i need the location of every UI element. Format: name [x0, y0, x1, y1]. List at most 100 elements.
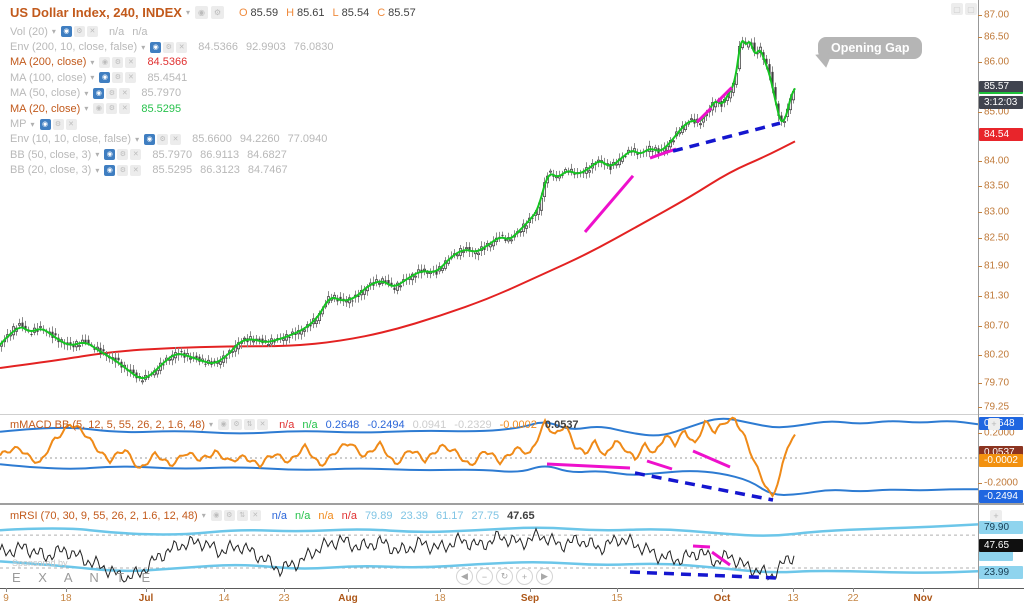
chevron-down-icon[interactable]: ▾: [135, 134, 140, 144]
indicator-label[interactable]: BB (20, close, 3): [10, 164, 92, 177]
pane-separator[interactable]: [0, 414, 1024, 415]
visibility-toggle-button[interactable]: ◉: [104, 149, 116, 161]
chevron-down-icon[interactable]: ▾: [95, 150, 100, 160]
visibility-toggle-button[interactable]: ◉: [104, 164, 116, 176]
axis-tick-label: 79.70: [984, 377, 1010, 389]
symbol-visibility-button[interactable]: ◉: [194, 6, 208, 19]
axis-tick: [978, 37, 982, 38]
settings-button[interactable]: ⚙: [106, 87, 118, 99]
ohlc-key: O: [238, 6, 248, 19]
indicator-values: n/a n/a 0.2648 -0.2494 0.0941 -0.2329 -0.0002 0…: [279, 419, 587, 431]
zoom-out-button[interactable]: −: [476, 568, 493, 585]
chevron-down-icon[interactable]: ▾: [95, 165, 100, 175]
settings-button[interactable]: ⚙: [73, 26, 85, 38]
remove-indicator-button[interactable]: ✕: [65, 118, 77, 130]
remove-indicator-button[interactable]: ✕: [130, 164, 142, 176]
settings-button[interactable]: ⚙: [117, 164, 129, 176]
indicator-label[interactable]: Env (200, 10, close, false): [10, 41, 138, 54]
remove-indicator-button[interactable]: ✕: [125, 56, 137, 68]
visibility-toggle-button[interactable]: ◉: [39, 118, 51, 130]
ohlc-key: H: [286, 6, 295, 19]
settings-button[interactable]: ⚙: [52, 118, 64, 130]
trendline: [649, 147, 677, 160]
settings-button[interactable]: ⚙: [112, 56, 124, 68]
remove-indicator-button[interactable]: ✕: [170, 133, 182, 145]
indicator-value: n/a: [279, 418, 295, 431]
symbol-title[interactable]: US Dollar Index, 240, INDEX: [10, 5, 182, 20]
chevron-down-icon[interactable]: ▾: [185, 8, 190, 17]
indicator-label[interactable]: MA (50, close): [10, 87, 81, 100]
time-tick: [146, 588, 147, 592]
indicator-values: 85.5295: [141, 103, 189, 115]
chevron-down-icon[interactable]: ▾: [84, 88, 89, 98]
visibility-toggle-button[interactable]: ◉: [218, 419, 230, 431]
indicator-row: MA (100, close) ▾ ◉ ⚙ ✕ 85.4541: [10, 70, 342, 85]
remove-indicator-button[interactable]: ✕: [86, 26, 98, 38]
time-tick-label: Nov: [913, 593, 933, 604]
ohlc-key: C: [377, 6, 386, 19]
chevron-down-icon[interactable]: ▾: [209, 420, 214, 430]
move-pane-button[interactable]: ⇅: [244, 419, 256, 431]
indicator-value: n/a: [271, 509, 288, 522]
pane-maximize-button[interactable]: ▢: [951, 3, 963, 15]
zoom-in-button[interactable]: +: [516, 568, 533, 585]
indicator-label[interactable]: Vol (20): [10, 25, 48, 38]
settings-button[interactable]: ⚙: [112, 72, 124, 84]
scroll-left-button[interactable]: ◀: [456, 568, 473, 585]
opening-gap-callout[interactable]: Opening Gap: [818, 37, 923, 59]
chevron-down-icon[interactable]: ▾: [84, 104, 89, 114]
reset-view-button[interactable]: ↻: [496, 568, 513, 585]
pane-separator[interactable]: [0, 503, 1024, 505]
chevron-down-icon[interactable]: ▾: [30, 119, 35, 129]
indicator-label[interactable]: MA (20, close): [10, 102, 81, 115]
visibility-toggle-button[interactable]: ◉: [93, 87, 105, 99]
indicator-label[interactable]: BB (50, close, 3): [10, 148, 92, 161]
remove-indicator-button[interactable]: ✕: [249, 510, 261, 522]
remove-indicator-button[interactable]: ✕: [125, 72, 137, 84]
move-pane-button[interactable]: ⇅: [236, 510, 248, 522]
remove-indicator-button[interactable]: ✕: [176, 41, 188, 53]
settings-button[interactable]: ⚙: [117, 149, 129, 161]
indicator-label[interactable]: mRSI (70, 30, 9, 55, 26, 2, 1.6, 12, 48): [10, 509, 198, 522]
indicator-label[interactable]: MA (100, close): [10, 71, 87, 84]
remove-indicator-button[interactable]: ✕: [130, 149, 142, 161]
remove-indicator-button[interactable]: ✕: [119, 87, 131, 99]
visibility-toggle-button[interactable]: ◉: [93, 103, 105, 115]
scroll-right-button[interactable]: ▶: [536, 568, 553, 585]
chevron-down-icon[interactable]: ▾: [141, 42, 146, 52]
visibility-toggle-button[interactable]: ◉: [99, 56, 111, 68]
settings-button[interactable]: ⚙: [231, 419, 243, 431]
price-label-box: 79.90: [979, 521, 1023, 534]
visibility-toggle-button[interactable]: ◉: [210, 510, 222, 522]
indicator-label[interactable]: Env (10, 10, close, false): [10, 133, 132, 146]
visibility-toggle-button[interactable]: ◉: [60, 26, 72, 38]
rsi-legend: mRSI (70, 30, 9, 55, 26, 2, 1.6, 12, 48)…: [10, 508, 543, 523]
chevron-down-icon[interactable]: ▾: [90, 73, 95, 83]
sponsor-logo[interactable]: E X A N T E: [12, 570, 158, 585]
price-label-sliver: [979, 549, 1013, 561]
settings-button[interactable]: ⚙: [223, 510, 235, 522]
chevron-down-icon[interactable]: ▾: [51, 27, 56, 37]
indicator-label[interactable]: MP: [10, 118, 27, 131]
macd-axis-plus-button[interactable]: +: [988, 418, 1000, 430]
visibility-toggle-button[interactable]: ◉: [144, 133, 156, 145]
settings-button[interactable]: ⚙: [163, 41, 175, 53]
indicator-legend: Vol (20) ▾ ◉ ⚙ ✕ n/a n/a Env (200, 10, close, f…: [10, 24, 342, 178]
symbol-settings-button[interactable]: ⚙: [210, 6, 224, 19]
indicator-label[interactable]: MA (200, close): [10, 56, 87, 69]
pane-close-button[interactable]: ▢: [965, 3, 977, 15]
visibility-toggle-button[interactable]: ◉: [150, 41, 162, 53]
chevron-down-icon[interactable]: ▾: [90, 57, 95, 67]
settings-button[interactable]: ⚙: [157, 133, 169, 145]
settings-button[interactable]: ⚙: [106, 103, 118, 115]
remove-indicator-button[interactable]: ✕: [119, 103, 131, 115]
chevron-down-icon[interactable]: ▾: [201, 511, 206, 521]
rsi-axis-plus-button[interactable]: +: [990, 510, 1002, 522]
trendline: [711, 550, 731, 567]
time-tick-label: 18: [434, 593, 446, 604]
indicator-label[interactable]: mMACD BB (5, 12, 5, 55, 26, 2, 1.6, 48): [10, 418, 206, 431]
time-tick: [722, 588, 723, 592]
remove-indicator-button[interactable]: ✕: [257, 419, 269, 431]
visibility-toggle-button[interactable]: ◉: [99, 72, 111, 84]
